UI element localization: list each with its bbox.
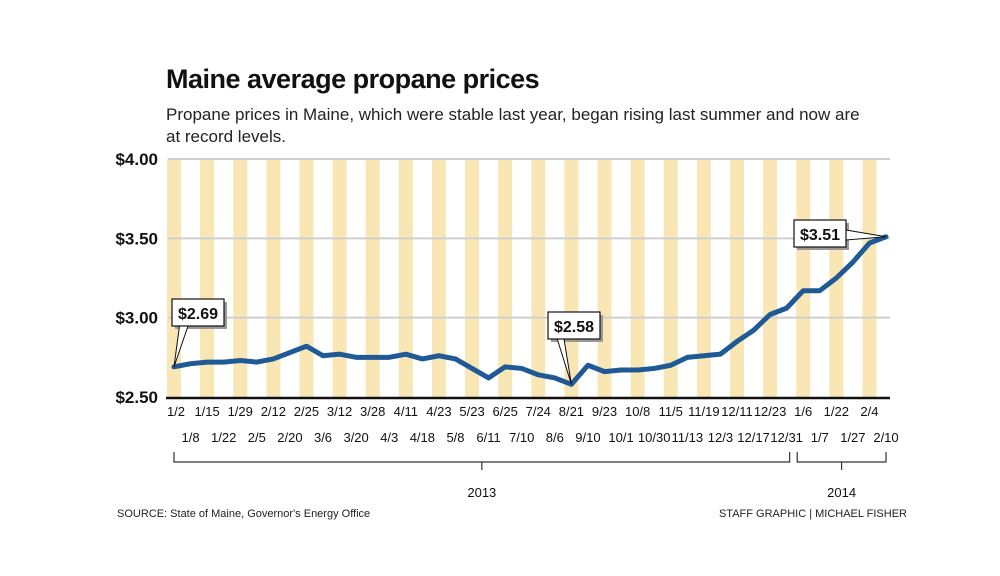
background-band [233,159,248,397]
x-tick-label: 10/30 [638,430,671,445]
chart-title: Maine average propane prices [166,64,540,94]
x-tick-label: 1/6 [794,404,812,419]
x-tick-label: 2/4 [860,404,878,419]
callout-label: $2.58 [554,319,594,336]
x-tick-label: 3/12 [327,404,352,419]
year-label: 2014 [827,485,856,500]
x-tick-label: 1/22 [824,404,849,419]
x-tick-label: 5/8 [446,430,464,445]
background-band [729,159,744,397]
background-band [332,159,347,397]
x-tick-label: 12/3 [708,430,733,445]
x-tick-label: 4/3 [380,430,398,445]
x-tick-label: 8/6 [546,430,564,445]
x-tick-label: 4/11 [394,404,418,419]
x-tick-label: 1/2 [167,404,185,419]
background-band [431,159,446,397]
x-tick-label: 3/28 [360,404,385,419]
background-band [763,159,778,397]
background-band [597,159,612,397]
background-band [498,159,513,397]
x-tick-label: 1/29 [228,404,253,419]
x-tick-label: 9/23 [592,404,617,419]
callout-label: $3.51 [800,227,840,244]
x-tick-label: 4/18 [410,430,435,445]
x-tick-label: 7/10 [509,430,534,445]
callout-box [547,311,601,340]
x-tick-label: 12/17 [737,430,770,445]
x-tick-label: 12/31 [770,430,803,445]
x-tick-label: 7/24 [526,404,551,419]
background-band [630,159,645,397]
x-tick-label: 5/23 [459,404,484,419]
background-band [299,159,314,397]
x-tick-label: 12/11 [721,404,753,419]
background-band [398,159,413,397]
y-tick-label: $2.50 [115,388,158,407]
x-tick-label: 1/8 [182,430,200,445]
background-band [663,159,678,397]
background-band [531,159,546,397]
callout-box [171,298,225,327]
background-band [796,159,811,397]
x-tick-label: 1/22 [211,430,236,445]
x-tick-label: 11/19 [688,404,720,419]
x-tick-label: 8/21 [559,404,584,419]
year-bracket [173,452,791,470]
x-tick-label: 12/23 [754,404,787,419]
year-bracket [796,452,887,470]
x-tick-label: 2/5 [248,430,266,445]
x-tick-label: 2/20 [277,430,302,445]
x-tick-label: 2/10 [873,430,898,445]
callout-box [793,219,847,248]
x-tick-label: 11/5 [659,404,683,419]
x-tick-label: 10/1 [608,430,633,445]
x-tick-label: 6/25 [493,404,518,419]
background-band [696,159,711,397]
x-tick-label: 1/7 [811,430,829,445]
y-tick-label: $4.00 [115,150,158,169]
background-band [200,159,215,397]
background-band [862,159,877,397]
background-band [465,159,480,397]
x-tick-label: 2/12 [261,404,286,419]
x-tick-label: 3/6 [314,430,332,445]
x-tick-label: 2/25 [294,404,319,419]
x-tick-label: 6/11 [476,430,500,445]
callout-label: $2.69 [178,306,218,323]
year-label: 2013 [467,485,496,500]
source-note: SOURCE: State of Maine, Governor's Energ… [117,508,371,520]
x-tick-label: 1/15 [194,404,219,419]
y-tick-label: $3.00 [115,309,158,328]
credit-note: STAFF GRAPHIC | MICHAEL FISHER [718,508,907,520]
background-band [167,159,181,397]
x-tick-label: 9/10 [575,430,600,445]
x-tick-label: 11/13 [672,430,704,445]
background-band [365,159,380,397]
x-tick-label: 4/23 [426,404,451,419]
background-band [266,159,281,397]
y-tick-label: $3.50 [115,229,158,248]
x-tick-label: 10/8 [625,404,650,419]
x-tick-label: 3/20 [343,430,368,445]
chart-subtitle: Propane prices in Maine, which were stab… [166,105,860,146]
x-tick-label: 1/27 [840,430,865,445]
price-line [171,234,889,387]
